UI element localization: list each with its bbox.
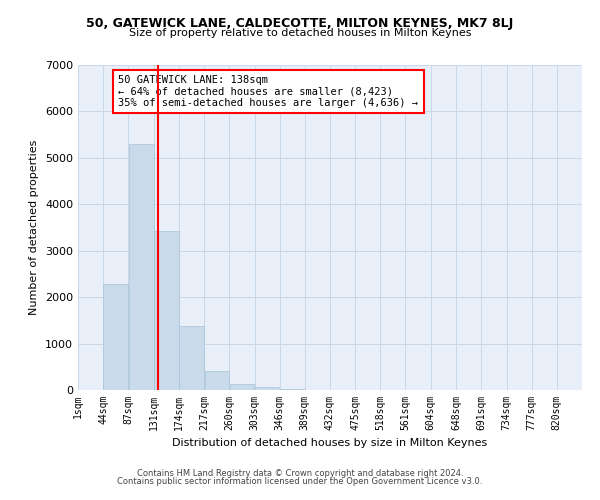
Y-axis label: Number of detached properties: Number of detached properties [29, 140, 40, 315]
Bar [103, 284, 128, 390]
Bar [230, 384, 254, 390]
Text: 50 GATEWICK LANE: 138sqm
← 64% of detached houses are smaller (8,423)
35% of sem: 50 GATEWICK LANE: 138sqm ← 64% of detach… [118, 74, 418, 108]
Bar [128, 144, 154, 390]
X-axis label: Distribution of detached houses by size in Milton Keynes: Distribution of detached houses by size … [172, 438, 488, 448]
Bar [255, 388, 280, 390]
Text: 50, GATEWICK LANE, CALDECOTTE, MILTON KEYNES, MK7 8LJ: 50, GATEWICK LANE, CALDECOTTE, MILTON KE… [86, 18, 514, 30]
Bar [205, 370, 229, 390]
Text: Contains public sector information licensed under the Open Government Licence v3: Contains public sector information licen… [118, 477, 482, 486]
Text: Contains HM Land Registry data © Crown copyright and database right 2024.: Contains HM Land Registry data © Crown c… [137, 468, 463, 477]
Bar [179, 326, 204, 390]
Text: Size of property relative to detached houses in Milton Keynes: Size of property relative to detached ho… [129, 28, 471, 38]
Bar [280, 389, 305, 390]
Bar [154, 231, 179, 390]
